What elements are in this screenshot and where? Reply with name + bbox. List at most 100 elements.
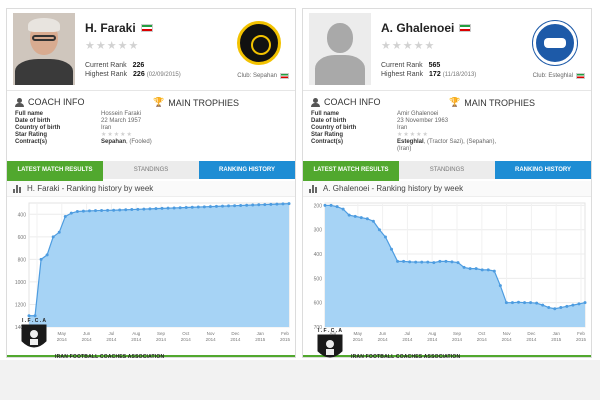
ranking-point[interactable]	[275, 202, 279, 206]
ranking-point[interactable]	[184, 206, 188, 210]
ranking-point[interactable]	[233, 204, 237, 208]
ranking-point[interactable]	[118, 208, 122, 212]
ranking-point[interactable]	[208, 205, 212, 209]
ranking-point[interactable]	[402, 259, 406, 263]
ranking-point[interactable]	[444, 259, 448, 263]
ranking-point[interactable]	[414, 260, 418, 264]
tab-standings[interactable]: STANDINGS	[399, 161, 495, 179]
ranking-point[interactable]	[142, 207, 146, 211]
ranking-point[interactable]	[468, 267, 472, 271]
ranking-point[interactable]	[69, 211, 73, 215]
ranking-point[interactable]	[565, 304, 569, 308]
ranking-point[interactable]	[202, 205, 206, 209]
person-icon	[311, 97, 320, 107]
ranking-point[interactable]	[535, 301, 539, 305]
ranking-point[interactable]	[329, 203, 333, 207]
ranking-point[interactable]	[456, 261, 460, 265]
ranking-point[interactable]	[553, 307, 557, 311]
ranking-point[interactable]	[438, 259, 442, 263]
ranking-point[interactable]	[172, 206, 176, 210]
ranking-point[interactable]	[323, 203, 327, 207]
ranking-point[interactable]	[257, 203, 261, 207]
ranking-point[interactable]	[263, 203, 267, 207]
ranking-point[interactable]	[94, 209, 98, 213]
ranking-point[interactable]	[51, 235, 55, 239]
ranking-point[interactable]	[510, 301, 514, 305]
tab-ranking-history[interactable]: RANKING HISTORY	[495, 161, 591, 179]
ranking-point[interactable]	[81, 209, 85, 213]
ranking-point[interactable]	[486, 268, 490, 272]
ranking-point[interactable]	[287, 202, 291, 206]
ranking-point[interactable]	[432, 261, 436, 265]
ranking-point[interactable]	[492, 269, 496, 273]
ranking-point[interactable]	[547, 306, 551, 310]
ranking-point[interactable]	[106, 208, 110, 212]
ranking-point[interactable]	[504, 301, 508, 305]
tab-latest-match-results[interactable]: LATEST MATCH RESULTS	[7, 161, 103, 179]
ranking-point[interactable]	[529, 301, 533, 305]
ranking-point[interactable]	[269, 202, 273, 206]
ranking-point[interactable]	[178, 206, 182, 210]
ranking-point[interactable]	[160, 206, 164, 210]
ranking-point[interactable]	[239, 203, 243, 207]
ranking-point[interactable]	[100, 208, 104, 212]
ranking-point[interactable]	[377, 228, 381, 232]
ranking-point[interactable]	[426, 260, 430, 264]
ranking-point[interactable]	[27, 314, 31, 318]
ranking-point[interactable]	[480, 268, 484, 272]
ranking-point[interactable]	[124, 208, 128, 212]
ranking-point[interactable]	[251, 203, 255, 207]
ranking-point[interactable]	[577, 302, 581, 306]
coach-name[interactable]: A. Ghalenoei	[381, 21, 455, 35]
ranking-point[interactable]	[571, 303, 575, 307]
ranking-point[interactable]	[408, 260, 412, 264]
ranking-point[interactable]	[541, 303, 545, 307]
ranking-point[interactable]	[130, 208, 134, 212]
ranking-point[interactable]	[383, 235, 387, 239]
tab-standings[interactable]: STANDINGS	[103, 161, 199, 179]
tab-ranking-history[interactable]: RANKING HISTORY	[199, 161, 295, 179]
iran-flag-icon	[576, 73, 585, 79]
ranking-point[interactable]	[474, 267, 478, 271]
esteghlal-logo-icon[interactable]	[533, 21, 577, 65]
ranking-point[interactable]	[148, 207, 152, 211]
ranking-point[interactable]	[353, 214, 357, 218]
ranking-point[interactable]	[75, 209, 79, 213]
ranking-point[interactable]	[87, 209, 91, 213]
ranking-point[interactable]	[359, 216, 363, 220]
ranking-point[interactable]	[190, 205, 194, 209]
ranking-point[interactable]	[371, 219, 375, 223]
coach-name[interactable]: H. Faraki	[85, 21, 136, 35]
ranking-point[interactable]	[227, 204, 231, 208]
ranking-point[interactable]	[450, 260, 454, 264]
ranking-point[interactable]	[335, 205, 339, 209]
ranking-point[interactable]	[112, 208, 116, 212]
ranking-point[interactable]	[583, 301, 587, 305]
ranking-point[interactable]	[347, 213, 351, 217]
ranking-point[interactable]	[498, 284, 502, 288]
ranking-point[interactable]	[523, 301, 527, 305]
ranking-point[interactable]	[281, 202, 285, 206]
ranking-point[interactable]	[420, 260, 424, 264]
ranking-point[interactable]	[245, 203, 249, 207]
ranking-point[interactable]	[516, 300, 520, 304]
ranking-point[interactable]	[462, 265, 466, 269]
ranking-point[interactable]	[390, 247, 394, 251]
ranking-point[interactable]	[166, 206, 170, 210]
ranking-point[interactable]	[196, 205, 200, 209]
ranking-point[interactable]	[136, 207, 140, 211]
tab-latest-match-results[interactable]: LATEST MATCH RESULTS	[303, 161, 399, 179]
ranking-point[interactable]	[33, 314, 37, 318]
ranking-point[interactable]	[45, 253, 49, 257]
ranking-point[interactable]	[39, 257, 43, 261]
ranking-point[interactable]	[57, 230, 61, 234]
ranking-point[interactable]	[154, 207, 158, 211]
ranking-point[interactable]	[559, 306, 563, 310]
sepahan-logo-icon[interactable]	[237, 21, 281, 65]
ranking-point[interactable]	[365, 217, 369, 221]
ranking-point[interactable]	[396, 259, 400, 263]
ranking-point[interactable]	[220, 204, 224, 208]
ranking-point[interactable]	[341, 207, 345, 211]
ranking-point[interactable]	[63, 215, 67, 219]
ranking-point[interactable]	[214, 204, 218, 208]
